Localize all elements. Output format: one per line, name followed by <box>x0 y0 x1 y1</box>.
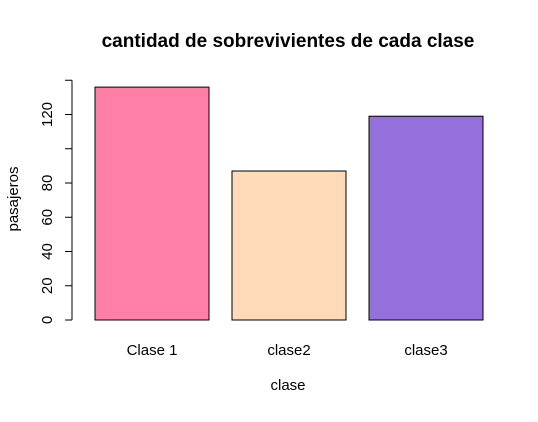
y-tick-label: 60 <box>39 209 56 226</box>
y-tick-label: 80 <box>39 175 56 192</box>
y-axis-title: pasajeros <box>5 166 22 231</box>
chart-title: cantidad de sobrevivientes de cada clase <box>102 31 475 52</box>
y-tick-label: 20 <box>39 277 56 294</box>
x-category-label: clase3 <box>404 342 447 359</box>
bar-3 <box>368 115 484 321</box>
bar-1 <box>94 86 210 321</box>
y-tick-label: 120 <box>39 102 56 127</box>
y-axis: 0 20 40 60 80 120 <box>39 79 73 324</box>
y-tick-label: 0 <box>39 316 56 324</box>
x-category-labels: Clase 1 clase2 clase3 <box>127 342 448 359</box>
bar-2 <box>231 170 347 321</box>
x-category-label: Clase 1 <box>127 342 178 359</box>
y-tick-label: 40 <box>39 243 56 260</box>
x-category-label: clase2 <box>267 342 310 359</box>
x-axis-title: clase <box>270 377 305 394</box>
bars-group <box>94 86 484 321</box>
